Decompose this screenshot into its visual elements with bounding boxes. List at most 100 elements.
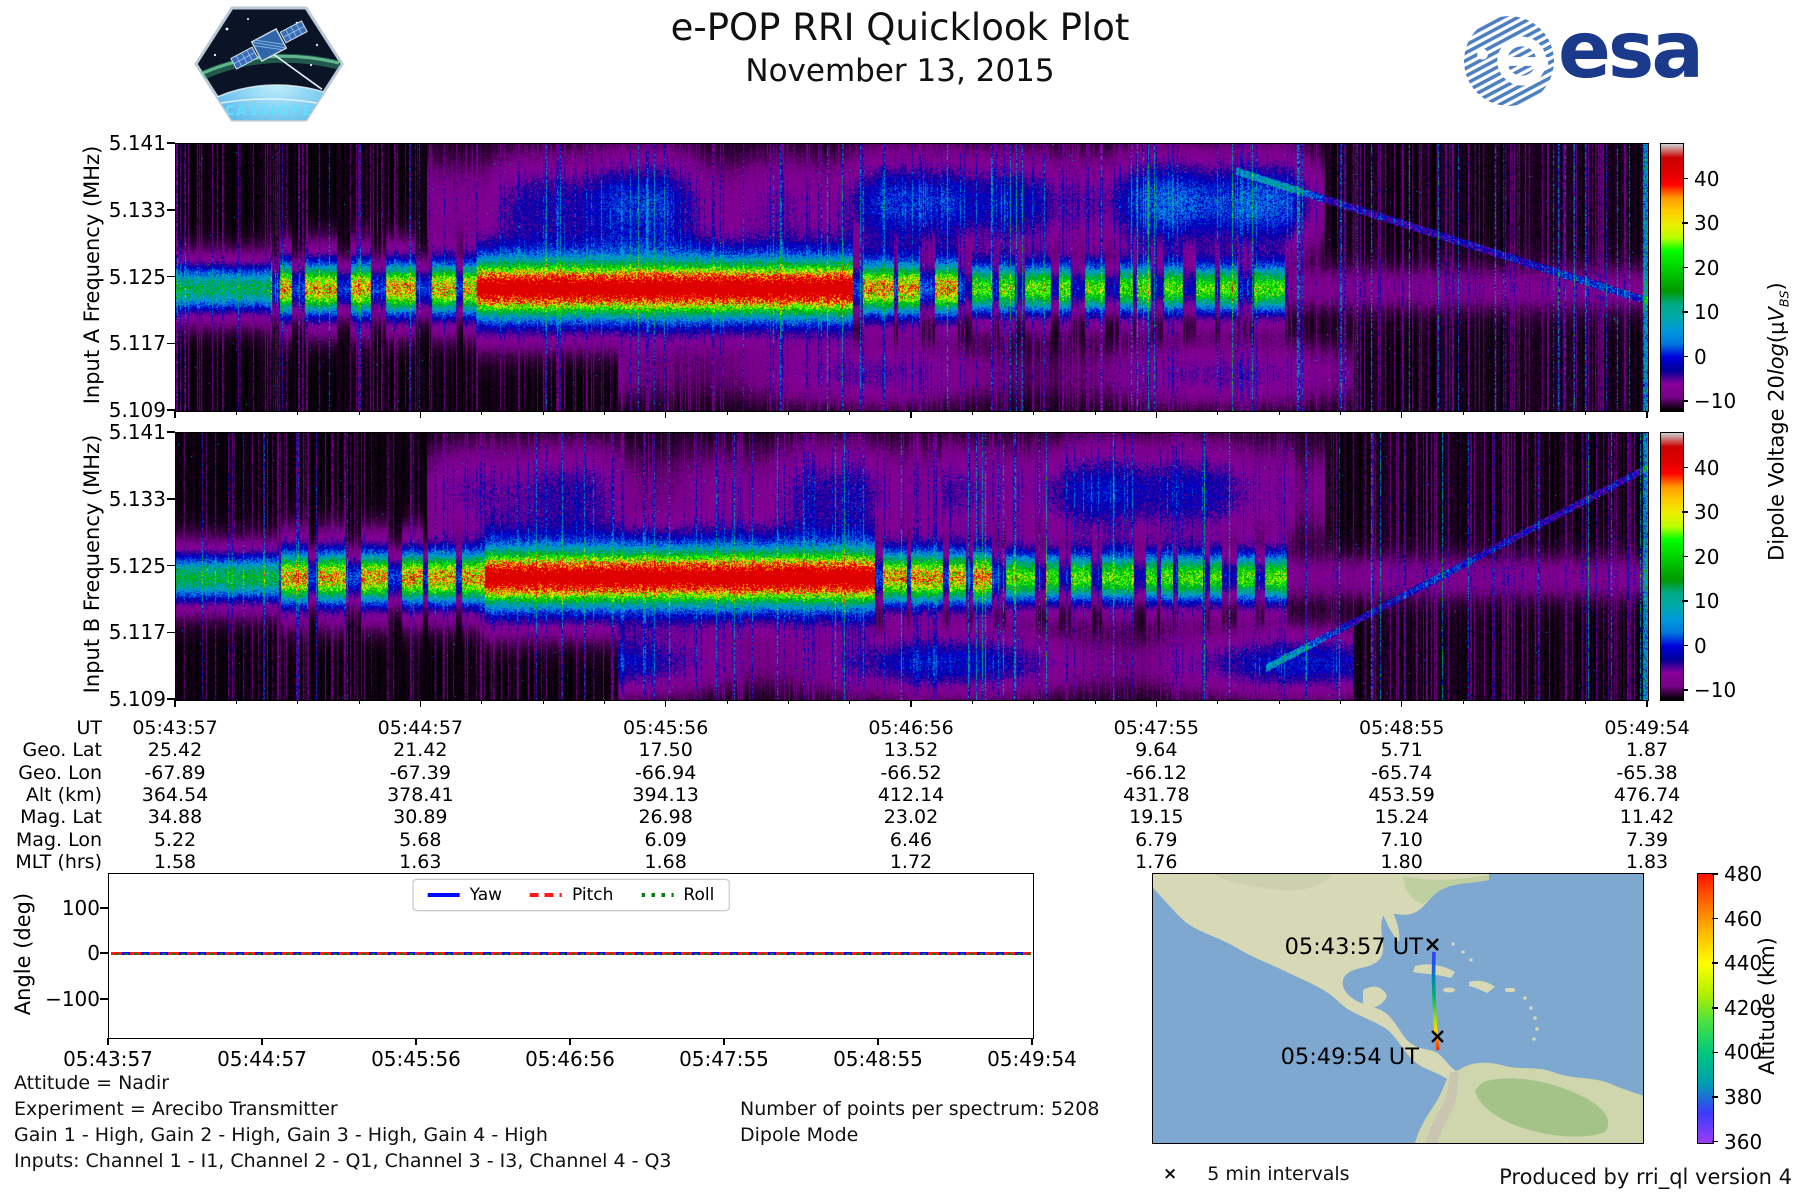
- end-x-marker-icon: [1431, 1030, 1444, 1043]
- time-xtick-minor-mark: [603, 411, 605, 415]
- angle-plot: Yaw Pitch Roll: [108, 873, 1034, 1039]
- map-andes: [1425, 1072, 1459, 1143]
- freq-ytick-label: 5.125: [108, 264, 166, 289]
- time-xtick-minor-mark: [542, 411, 544, 415]
- freq-ytick-mark: [167, 275, 175, 278]
- angle-xtick-mark: [723, 1038, 725, 1045]
- freq-ytick-label: 5.109: [108, 398, 166, 422]
- time-xtick-minor-mark: [358, 411, 360, 415]
- time-xtick-mark: [1646, 700, 1648, 707]
- legend-item-yaw: Yaw: [427, 885, 502, 905]
- cb-label-close: ): [1764, 282, 1789, 291]
- map-na-forest: [1403, 875, 1489, 904]
- angle-xtick-label: 05:49:54: [987, 1047, 1077, 1071]
- esa-globe-icon: [1463, 15, 1555, 107]
- roll-line-sample-icon: [641, 893, 674, 897]
- start-x-marker-icon: [1426, 938, 1439, 951]
- angle-xtick-label: 05:46:56: [525, 1047, 615, 1071]
- time-xtick-minor-mark: [726, 411, 728, 415]
- time-xtick-mark: [1400, 700, 1403, 707]
- freq-ytick-label: 5.133: [108, 197, 166, 222]
- time-xtick-minor-mark: [1094, 700, 1096, 704]
- legend-item-roll: Roll: [641, 885, 714, 905]
- map-jamaica: [1443, 987, 1455, 993]
- ephemeris-cell: 23.02: [883, 806, 939, 829]
- time-xtick-minor-mark: [235, 700, 237, 704]
- ephemeris-cell: 05:46:56: [868, 717, 954, 739]
- cb-label-pre: Dipole Voltage 20: [1764, 375, 1789, 561]
- input-b-axis-label: Input B Frequency (MHz): [80, 434, 104, 694]
- dipole-cb-tick-mark: [1682, 466, 1688, 469]
- altitude-cb-tick-mark: [1712, 1140, 1718, 1143]
- angle-xtick-label: 05:48:55: [833, 1047, 923, 1071]
- time-xtick-minor-mark: [542, 700, 544, 704]
- angle-xtick-label: 05:43:57: [63, 1047, 153, 1071]
- ephemeris-cell: 34.88: [147, 806, 203, 829]
- time-xtick-minor-mark: [1462, 411, 1464, 415]
- time-xtick-minor-mark: [1523, 411, 1525, 415]
- roll-line: [115, 952, 1031, 955]
- dipole-cb-tick-label: 0: [1694, 344, 1707, 369]
- altitude-cb-tick-label: 360: [1724, 1129, 1763, 1154]
- angle-xtick-mark: [1031, 1038, 1033, 1045]
- time-xtick-minor-mark: [849, 700, 851, 704]
- dipole-cb-tick-label: 30: [1694, 500, 1720, 525]
- freq-ytick-label: 5.125: [108, 553, 166, 578]
- freq-ytick-label: 5.109: [108, 687, 166, 711]
- angle-ytick-label: 100: [61, 896, 100, 920]
- ephemeris-cell: 7.39: [1625, 828, 1669, 851]
- ephemeris-cell: 394.13: [632, 783, 699, 806]
- time-xtick-mark: [910, 700, 912, 707]
- time-xtick-mark: [174, 411, 176, 418]
- freq-ytick-mark: [167, 342, 175, 344]
- ephemeris-cell: 05:43:57: [132, 717, 218, 739]
- ephemeris-cell: 11.42: [1619, 806, 1675, 829]
- freq-ytick-label: 5.117: [108, 620, 166, 645]
- freq-ytick-mark: [167, 698, 175, 700]
- spectrogram-panel-a: [175, 143, 1649, 412]
- time-xtick-minor-mark: [1585, 411, 1587, 415]
- ephemeris-row-label: Mag. Lon: [15, 828, 102, 851]
- ephemeris-cell: 6.46: [889, 828, 933, 851]
- angle-xtick-label: 05:47:55: [679, 1047, 769, 1071]
- time-xtick-minor-mark: [1217, 411, 1219, 415]
- map-hispaniola: [1469, 980, 1495, 993]
- time-xtick-mark: [664, 411, 667, 418]
- map-puerto-rico: [1505, 988, 1515, 992]
- pitch-line-sample-icon: [530, 893, 563, 897]
- ephemeris-cell: -66.52: [880, 761, 942, 784]
- ephemeris-cell: 05:49:54: [1604, 717, 1690, 739]
- angle-ytick-mark: [100, 907, 108, 909]
- ephemeris-cell: -65.38: [1616, 761, 1678, 784]
- ephemeris-cell: 30.89: [393, 806, 448, 829]
- time-xtick-minor-mark: [1585, 700, 1587, 704]
- footer-line-left: Gain 1 - High, Gain 2 - High, Gain 3 - H…: [14, 1124, 548, 1146]
- ephemeris-cell: 378.41: [387, 783, 454, 806]
- dipole-colorbar-label: Dipole Voltage 20log(μVBS): [1764, 122, 1791, 722]
- spectrogram-b-canvas: [176, 433, 1648, 700]
- freq-ytick-label: 5.141: [108, 131, 166, 155]
- time-xtick-minor-mark: [849, 411, 851, 415]
- map-end-time-label: 05:49:54 UT: [1281, 1044, 1420, 1070]
- time-xtick-mark: [1155, 411, 1158, 418]
- angle-xtick-mark: [261, 1038, 263, 1045]
- ephemeris-row-label: Geo. Lon: [18, 761, 102, 784]
- freq-ytick-mark: [167, 209, 175, 211]
- ephemeris-cell: -66.12: [1125, 761, 1187, 784]
- time-xtick-minor-mark: [235, 411, 237, 415]
- ephemeris-cell: 5.71: [1380, 739, 1423, 762]
- time-xtick-mark: [664, 700, 667, 707]
- dipole-cb-tick-mark: [1682, 266, 1688, 269]
- footer-line-right: Dipole Mode: [740, 1124, 859, 1146]
- dipole-cb-tick-label: 40: [1694, 455, 1720, 480]
- freq-ytick-label: 5.117: [108, 331, 166, 356]
- freq-ytick-mark: [167, 631, 175, 633]
- ephemeris-cell: 19.15: [1129, 806, 1184, 829]
- page-date: November 13, 2015: [745, 53, 1055, 89]
- footer-line-left: Inputs: Channel 1 - I1, Channel 2 - Q1, …: [14, 1150, 672, 1172]
- freq-ytick-mark: [167, 498, 175, 500]
- dipole-cb-tick-label: 10: [1694, 300, 1720, 325]
- angle-ytick-label: −100: [45, 987, 100, 1011]
- time-xtick-mark: [1400, 411, 1403, 418]
